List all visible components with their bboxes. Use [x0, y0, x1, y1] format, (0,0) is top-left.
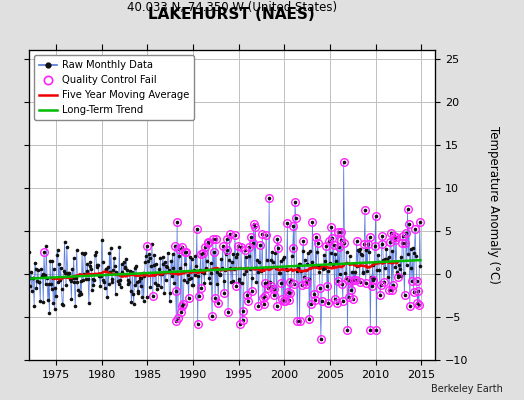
- Text: Berkeley Earth: Berkeley Earth: [431, 384, 503, 394]
- Y-axis label: Temperature Anomaly (°C): Temperature Anomaly (°C): [487, 126, 500, 284]
- Text: 40.033 N, 74.350 W (United States): 40.033 N, 74.350 W (United States): [127, 1, 337, 14]
- Legend: Raw Monthly Data, Quality Control Fail, Five Year Moving Average, Long-Term Tren: Raw Monthly Data, Quality Control Fail, …: [34, 55, 194, 120]
- Title: LAKEHURST (NAES): LAKEHURST (NAES): [148, 8, 315, 22]
